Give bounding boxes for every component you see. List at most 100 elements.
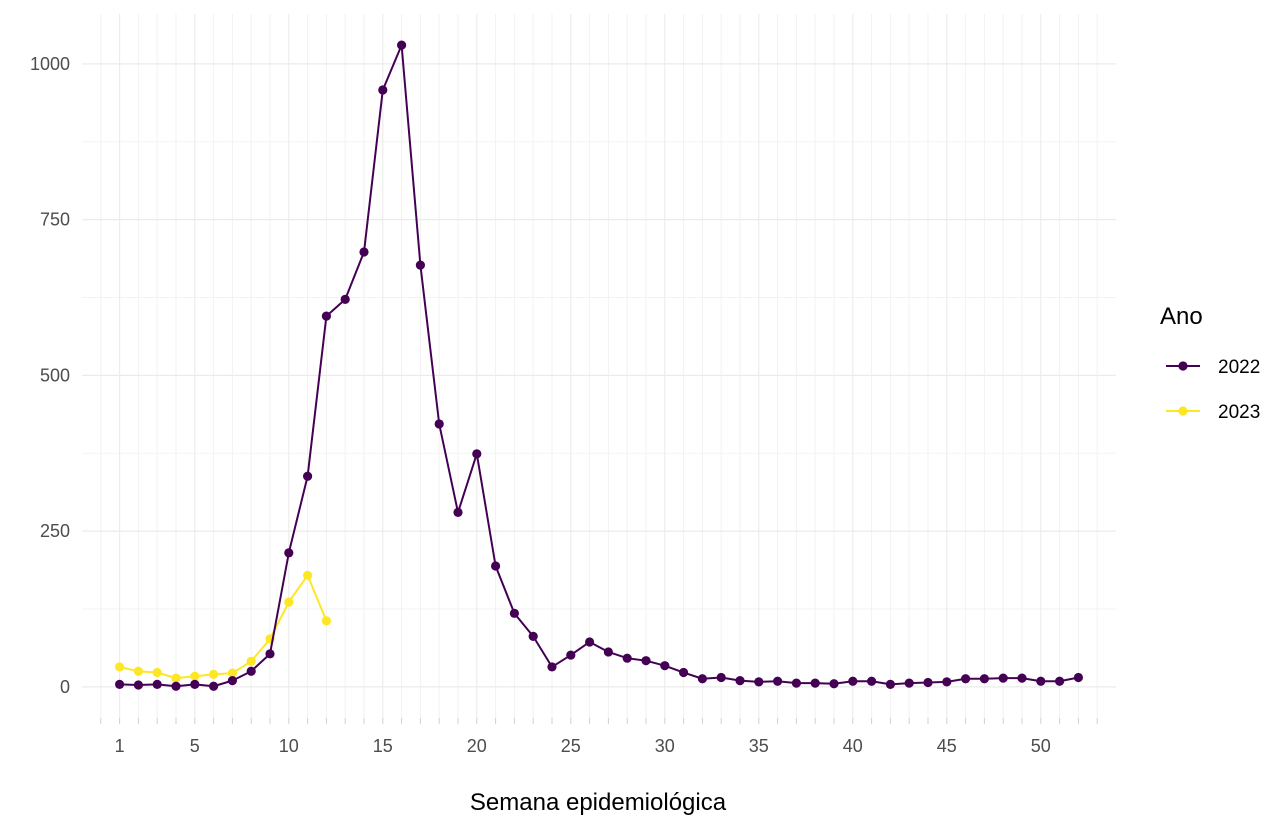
- data-point-2022: [133, 680, 143, 690]
- x-tick-label: 5: [190, 736, 200, 756]
- data-point-2022: [622, 653, 632, 663]
- data-point-2022: [284, 548, 294, 558]
- data-point-2022: [979, 674, 990, 684]
- data-point-2022: [171, 681, 181, 691]
- series-layer: [115, 40, 1083, 691]
- data-point-2023: [115, 662, 125, 672]
- x-tick-label: 1: [115, 736, 125, 756]
- legend-title: Ano: [1160, 303, 1203, 330]
- data-point-2023: [190, 671, 200, 681]
- data-point-2022: [885, 679, 896, 689]
- x-tick-label: 20: [467, 736, 487, 756]
- data-point-2023: [321, 616, 331, 626]
- data-point-2022: [378, 85, 388, 95]
- data-point-2022: [942, 677, 952, 687]
- grid-minor: [82, 14, 1116, 718]
- y-tick-label: 250: [40, 521, 70, 541]
- data-point-2023: [133, 666, 143, 676]
- data-point-2022: [773, 676, 783, 686]
- legend-items: 2022 2023: [1166, 357, 1260, 423]
- data-point-2022: [491, 561, 501, 571]
- data-point-2022: [810, 678, 820, 688]
- data-point-2022: [190, 679, 200, 689]
- data-point-2022: [998, 673, 1008, 683]
- series-2022: [115, 40, 1083, 691]
- data-point-2022: [509, 608, 519, 618]
- data-point-2022: [415, 260, 425, 270]
- data-point-2022: [660, 661, 670, 671]
- data-point-2022: [1073, 672, 1083, 683]
- data-point-2022: [1017, 673, 1027, 683]
- data-point-2022: [848, 676, 858, 686]
- data-point-2023: [209, 669, 219, 679]
- data-point-2022: [397, 40, 407, 50]
- y-tick-label: 750: [40, 210, 70, 230]
- data-point-2022: [115, 679, 125, 689]
- data-point-2022: [754, 677, 764, 687]
- data-point-2022: [923, 677, 933, 688]
- data-point-2022: [603, 647, 614, 657]
- data-point-2022: [453, 507, 463, 518]
- data-point-2022: [227, 676, 237, 686]
- y-tick-label: 1000: [30, 54, 70, 74]
- data-point-2023: [284, 597, 294, 607]
- legend-marker: [1178, 406, 1188, 416]
- y-tick-label: 500: [40, 365, 70, 385]
- y-tick-label: 0: [60, 677, 70, 697]
- data-point-2022: [265, 649, 275, 659]
- data-point-2022: [585, 637, 595, 647]
- data-point-2022: [697, 674, 708, 684]
- data-point-2022: [1036, 676, 1046, 686]
- x-tick-label: 15: [373, 736, 393, 756]
- data-point-2022: [904, 678, 914, 688]
- data-point-2022: [547, 662, 557, 672]
- legend-item-2023: 2023: [1166, 402, 1260, 423]
- data-point-2023: [227, 668, 237, 678]
- data-point-2023: [303, 570, 313, 580]
- data-point-2023: [171, 673, 181, 683]
- y-tick-labels: 0 250 500 750 1000: [30, 54, 70, 697]
- data-point-2022: [961, 674, 971, 684]
- x-axis-ticks: [100, 718, 1098, 724]
- x-tick-label: 35: [749, 736, 769, 756]
- data-point-2022: [321, 311, 331, 321]
- x-tick-label: 30: [655, 736, 675, 756]
- data-point-2022: [1055, 676, 1065, 686]
- data-point-2022: [246, 666, 256, 676]
- legend-item-2022: 2022: [1166, 357, 1260, 378]
- grid-major: [82, 14, 1116, 718]
- data-point-2023: [246, 656, 256, 666]
- series-line-2022: [119, 44, 1079, 688]
- data-point-2022: [472, 449, 482, 459]
- data-point-2023: [152, 667, 162, 678]
- data-point-2022: [829, 679, 839, 689]
- legend-marker: [1178, 361, 1188, 371]
- data-point-2022: [152, 679, 162, 689]
- data-point-2022: [735, 676, 745, 686]
- x-axis-title: Semana epidemiológica: [470, 789, 727, 816]
- legend: Ano 2022 2023: [1160, 303, 1260, 423]
- data-point-2022: [867, 676, 877, 686]
- data-point-2022: [679, 667, 689, 678]
- data-point-2022: [566, 650, 576, 660]
- series-line-2023: [119, 574, 328, 680]
- data-point-2022: [716, 672, 726, 683]
- data-point-2022: [303, 471, 313, 481]
- data-point-2022: [340, 294, 350, 304]
- data-point-2022: [359, 247, 369, 257]
- x-tick-label: 50: [1031, 736, 1051, 756]
- data-point-2022: [528, 631, 538, 641]
- data-point-2022: [434, 419, 444, 429]
- x-tick-label: 40: [843, 736, 863, 756]
- data-point-2022: [641, 656, 651, 666]
- data-point-2022: [209, 681, 219, 691]
- data-point-2022: [791, 678, 802, 688]
- x-tick-label: 25: [561, 736, 581, 756]
- x-tick-labels: 1 5 10 15 20 25 30 35 40 45 50: [115, 736, 1051, 756]
- legend-label: 2022: [1218, 357, 1260, 378]
- x-tick-label: 45: [937, 736, 957, 756]
- series-2023: [115, 570, 331, 683]
- legend-label: 2023: [1218, 402, 1260, 423]
- x-tick-label: 10: [279, 736, 299, 756]
